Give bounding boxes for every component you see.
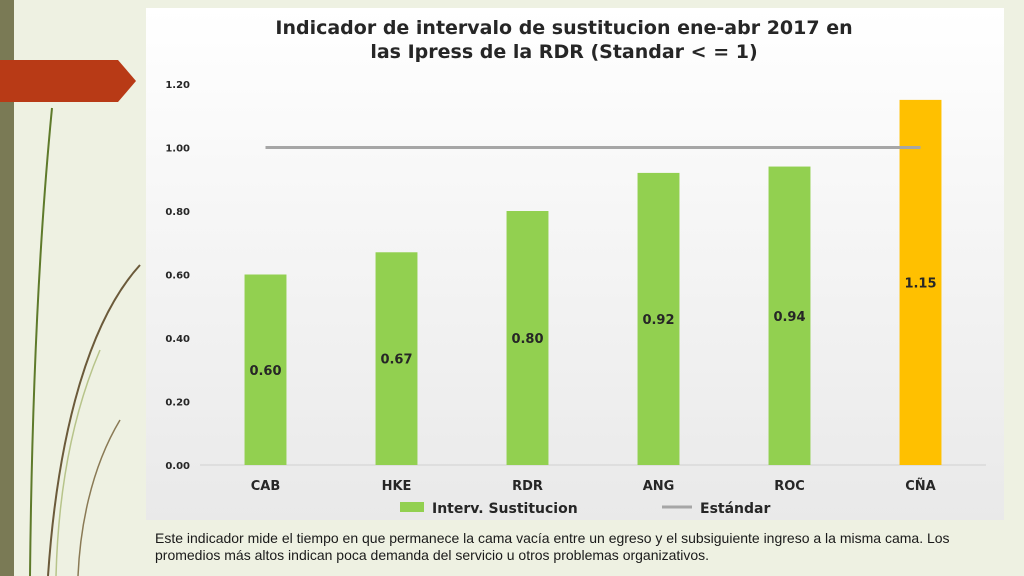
y-tick-label: 0.00 xyxy=(165,461,190,472)
x-tick-label: CÑA xyxy=(905,478,935,494)
chart-background xyxy=(146,8,1004,520)
x-tick-label: ANG xyxy=(643,479,675,494)
legend-label-interv: Interv. Sustitucion xyxy=(432,501,578,517)
legend-label-standard: Estándar xyxy=(700,501,770,517)
left-edge-bar xyxy=(0,0,14,576)
slide-caption: Este indicador mide el tiempo en que per… xyxy=(155,530,950,563)
y-tick-label: 1.20 xyxy=(165,80,190,91)
data-label: 0.80 xyxy=(511,332,543,347)
y-tick-label: 1.00 xyxy=(165,144,190,155)
x-tick-label: HKE xyxy=(382,479,412,494)
data-label: 1.15 xyxy=(904,276,936,291)
y-tick-label: 0.20 xyxy=(165,398,190,409)
chart-panel: Indicador de intervalo de sustitucion en… xyxy=(146,8,1004,520)
bar-chart: Indicador de intervalo de sustitucion en… xyxy=(146,8,1004,520)
x-tick-label: CAB xyxy=(251,479,281,494)
data-label: 0.67 xyxy=(380,353,412,368)
bar-cab xyxy=(244,274,287,465)
chart-title-line-1: Indicador de intervalo de sustitucion en… xyxy=(275,17,852,39)
bar-hke xyxy=(375,252,418,465)
y-tick-label: 0.60 xyxy=(165,271,190,282)
y-tick-label: 0.40 xyxy=(165,334,190,345)
legend-swatch-interv xyxy=(400,502,424,512)
bar-roc xyxy=(768,166,811,466)
y-tick-label: 0.80 xyxy=(165,207,190,218)
chart-legend: Interv. Sustitucion Estándar xyxy=(400,501,770,517)
accent-arrow-tab xyxy=(0,60,136,102)
bar-ang xyxy=(637,172,680,465)
x-tick-label: ROC xyxy=(774,479,805,494)
bar-cña xyxy=(899,99,942,465)
data-label: 0.94 xyxy=(773,310,805,325)
data-label: 0.92 xyxy=(642,313,674,328)
bar-rdr xyxy=(506,211,549,465)
data-label: 0.60 xyxy=(249,364,281,379)
x-tick-label: RDR xyxy=(512,479,543,494)
chart-title-line-2: las Ipress de la RDR (Standar < = 1) xyxy=(370,41,757,63)
decorative-curves xyxy=(29,107,141,576)
